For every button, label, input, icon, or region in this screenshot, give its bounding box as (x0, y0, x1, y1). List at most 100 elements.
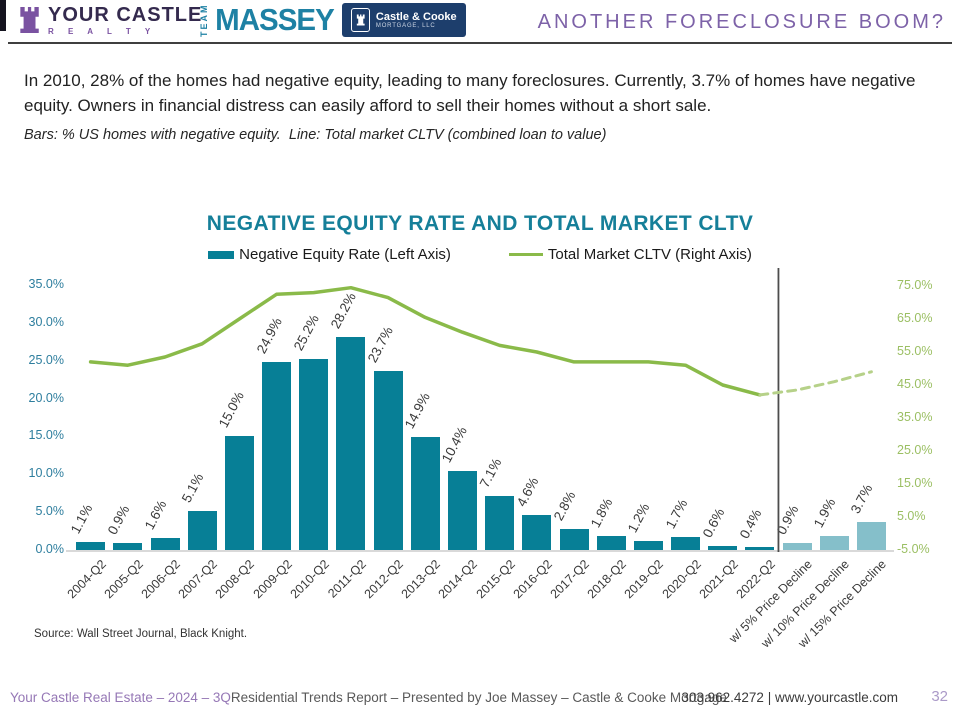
bar (336, 336, 366, 550)
bar-value-label: 14.9% (401, 390, 434, 432)
bar (224, 436, 254, 550)
bar (708, 545, 738, 550)
team-massey-logo: TEAM MASSEY Castle & Cooke MORTGAGE, LLC (199, 3, 466, 37)
bar-value-label: 10.4% (439, 424, 471, 466)
footer-contact: 303.962.4272 | www.yourcastle.com (681, 690, 898, 705)
bar-value-label: 2.8% (550, 488, 579, 523)
bar (782, 543, 812, 550)
bar-value-label: 7.1% (476, 455, 505, 491)
right-axis-tick: -5.0% (897, 542, 930, 556)
x-category-label: 2011-Q2 (325, 557, 369, 601)
x-axis-line (66, 550, 894, 552)
x-category-label: 2014-Q2 (435, 557, 481, 602)
castle-cooke-rook-icon (350, 8, 370, 32)
x-category-label: 2017-Q2 (547, 557, 592, 602)
intro-paragraph: In 2010, 28% of the homes had negative e… (24, 71, 916, 115)
bar-value-label: 15.0% (216, 389, 248, 431)
x-category-label: 2021-Q2 (696, 557, 741, 602)
slide-title: ANOTHER FORECLOSURE BOOM? (537, 11, 946, 33)
bar-value-label: 23.7% (364, 323, 396, 365)
bar (187, 511, 217, 550)
bar (856, 522, 886, 550)
footer: Your Castle Real Estate – 2024 – 3Q Resi… (10, 690, 950, 705)
bar (633, 540, 663, 550)
line-swatch-icon (508, 252, 543, 257)
bar-value-label: 28.2% (327, 289, 359, 331)
bar (410, 437, 440, 550)
castle-cooke-sub: MORTGAGE, LLC (375, 22, 436, 29)
right-axis-tick: 15.0% (897, 476, 933, 490)
legend-item-line: Total Market CLTV (Right Axis) (508, 246, 752, 263)
bar (485, 496, 515, 550)
bar-value-label: 1.9% (810, 495, 839, 530)
right-axis-tick: 65.0% (897, 311, 933, 325)
left-axis-tick: 10.0% (28, 466, 64, 481)
bar (373, 370, 403, 550)
bar (596, 536, 626, 550)
cltv-line-solid (88, 285, 762, 397)
bar (447, 471, 477, 550)
bar-value-label: 25.2% (290, 312, 322, 354)
bar-value-label: 4.6% (513, 474, 542, 510)
your-castle-logo: YOUR CASTLE R E A L T Y (16, 4, 202, 41)
right-axis-tick: 35.0% (897, 410, 933, 424)
bar-value-label: 1.2% (625, 500, 653, 535)
x-category-label: 2007-Q2 (175, 557, 220, 602)
chart-caption: Bars: % US homes with negative equity. L… (24, 126, 607, 143)
bar-value-label: 24.9% (253, 314, 285, 356)
castle-cooke-badge: Castle & Cooke MORTGAGE, LLC (341, 3, 466, 37)
bar-value-label: 1.6% (141, 497, 170, 532)
bar-value-label: 5.1% (178, 471, 207, 506)
bar (559, 528, 589, 550)
team-label: TEAM (199, 3, 209, 38)
bar-value-label: 0.6% (699, 505, 728, 540)
bar (522, 515, 552, 550)
your-castle-realty-label: R E A L T Y (48, 27, 157, 36)
left-axis-tick: 35.0% (28, 277, 64, 291)
chart-title: NEGATIVE EQUITY RATE AND TOTAL MARKET CL… (206, 212, 754, 235)
massey-name: MASSEY (215, 2, 335, 37)
source-note: Source: Wall Street Journal, Black Knigh… (34, 628, 248, 640)
x-category-label: 2020-Q2 (659, 557, 704, 602)
left-axis-tick: 20.0% (28, 390, 64, 405)
legend-label-bars: Negative Equity Rate (Left Axis) (239, 246, 451, 263)
corner-accent (0, 0, 6, 31)
x-category-label: 2006-Q2 (138, 557, 183, 602)
left-axis-tick: 5.0% (35, 504, 65, 519)
x-category-label: 2019-Q2 (621, 557, 667, 602)
legend-item-bars: Negative Equity Rate (Left Axis) (208, 246, 451, 263)
bar-value-label: 0.4% (736, 506, 765, 541)
bar-value-label: 0.9% (104, 502, 133, 538)
bar (150, 537, 180, 550)
x-category-label: 2015-Q2 (473, 557, 518, 602)
right-axis-tick: 25.0% (897, 443, 933, 457)
bar (745, 547, 775, 550)
bar-value-label: 1.8% (587, 496, 616, 531)
x-category-label: 2018-Q2 (584, 557, 629, 602)
bar-value-label: 1.1% (67, 501, 96, 536)
left-axis-tick: 25.0% (28, 352, 64, 367)
legend-label-line: Total Market CLTV (Right Axis) (547, 246, 752, 263)
footer-report-title: Residential Trends Report – Presented by… (230, 690, 727, 705)
x-category-label: w/ 10% Price Decline (758, 557, 853, 651)
bar-value-label: 1.7% (662, 496, 690, 532)
x-category-label: w/ 5% Price Decline (726, 557, 815, 646)
bar-swatch-icon (208, 250, 235, 259)
right-axis-tick: 55.0% (897, 344, 933, 358)
x-category-label: 2005-Q2 (101, 557, 146, 602)
bar (113, 543, 143, 550)
bar-value-label: 0.9% (773, 502, 802, 538)
x-category-label: 2010-Q2 (287, 557, 332, 602)
x-category-label: 2012-Q2 (361, 557, 406, 602)
x-category-label: 2004-Q2 (64, 557, 109, 602)
x-category-label: w/ 15% Price Decline (795, 557, 890, 651)
cltv-line-dashed (758, 370, 873, 397)
x-category-label: 2013-Q2 (398, 557, 444, 602)
left-axis-tick: 0.0% (35, 542, 65, 556)
x-category-label: 2022-Q2 (733, 557, 778, 602)
header-divider (8, 42, 952, 44)
left-axis-tick: 30.0% (28, 314, 64, 329)
page-number: 32 (931, 688, 948, 705)
chart-legend: Negative Equity Rate (Left Axis) Total M… (0, 246, 960, 263)
